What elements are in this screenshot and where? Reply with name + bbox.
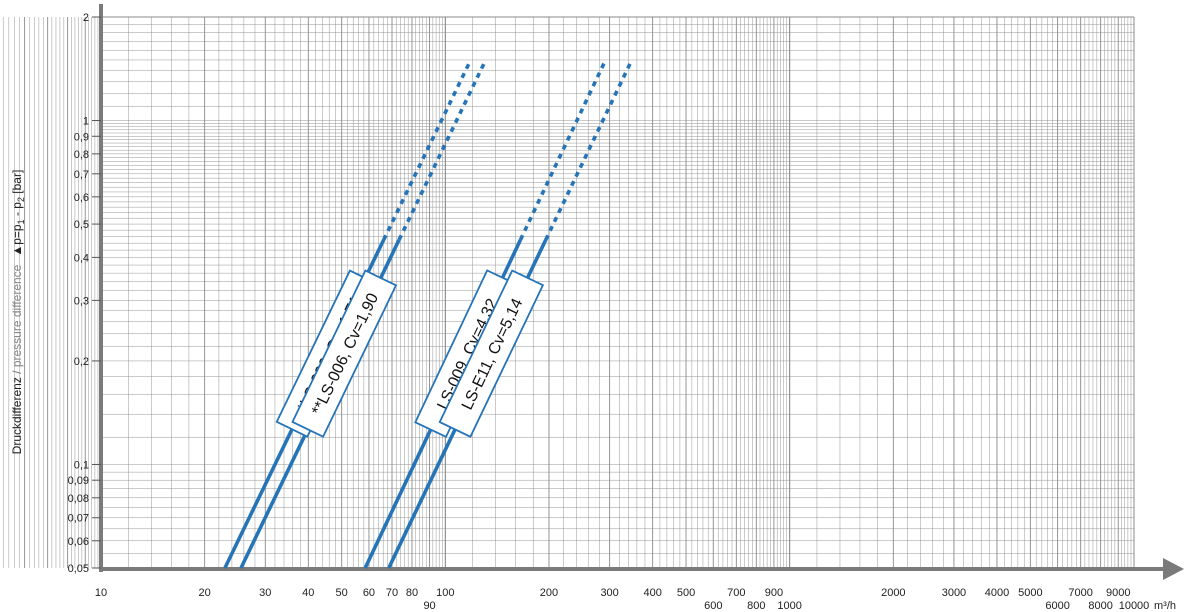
x-tick-label: 50	[336, 587, 348, 599]
y-label-formula-middle: - p	[10, 202, 24, 220]
curve-dashed	[518, 59, 608, 241]
x-tick-label: 7000	[1068, 587, 1092, 599]
curve-dashed	[382, 59, 473, 241]
y-tick-label: 1	[83, 116, 89, 128]
x-tick-label: 9000	[1106, 587, 1130, 599]
x-tick-label: 6000	[1045, 600, 1069, 612]
curve-label-box	[291, 269, 398, 438]
curve-dashed	[397, 59, 488, 241]
curve-labels: *LS-006, Cv=1,71**LS-006, Cv=1,90LS-009,…	[275, 269, 545, 439]
y-tick-label: 0,7	[74, 169, 89, 181]
y-tick-label: 0,05	[68, 563, 89, 575]
y-tick-label: 0,09	[68, 475, 89, 487]
axes	[99, 4, 1184, 580]
y-tick-label: 0,4	[74, 252, 89, 264]
x-axis-arrow	[1163, 558, 1184, 580]
x-tick-label: 700	[727, 587, 745, 599]
curve-dashed	[544, 59, 634, 241]
x-tick-label: 90	[423, 600, 435, 612]
y-label-sub1: 1	[16, 219, 26, 224]
x-tick-label: 10	[95, 587, 107, 599]
y-tick-label: 0,06	[68, 536, 89, 548]
x-tick-label: 80	[406, 587, 418, 599]
y-tick-label: 0,08	[68, 493, 89, 505]
y-tick-label: 0,2	[74, 356, 89, 368]
y-tick-label: 0,3	[74, 295, 89, 307]
x-tick-label: 5000	[1018, 587, 1042, 599]
x-tick-label: 70	[386, 587, 398, 599]
x-tick-label: 100	[436, 587, 454, 599]
x-tick-label: 10000	[1119, 600, 1150, 612]
x-tick-label: 40	[302, 587, 314, 599]
y-label-english: pressure difference	[10, 264, 24, 367]
x-tick-label: 1000	[777, 600, 801, 612]
y-label-formula-suffix: [bar]	[10, 170, 24, 197]
x-tick-label: 500	[677, 587, 695, 599]
y-tick-label: 0,6	[74, 192, 89, 204]
y-label-sub2: 2	[16, 197, 26, 202]
x-tick-label: 4000	[985, 587, 1009, 599]
x-tick-label: 900	[765, 587, 783, 599]
y-axis-label: Druckdifferenz / pressure difference ▲p=p…	[10, 170, 26, 455]
x-tick-label: 600	[704, 600, 722, 612]
y-tick-label: 0,5	[74, 219, 89, 231]
y-tick-label: 0,07	[68, 513, 89, 525]
x-tick-label: 3000	[942, 587, 966, 599]
y-label-german: Druckdifferenz	[10, 377, 24, 454]
y-tick-labels: 2 1 0,9 0,8 0,7 0,6 0,5 0,4 0,3 0,2 0,1 0,09 0,08 0,0…	[68, 12, 101, 575]
x-tick-label: 30	[259, 587, 271, 599]
x-unit-label: m³/h	[1154, 600, 1176, 612]
y-tick-label: 0,1	[74, 459, 89, 471]
curve-label-box	[438, 269, 545, 438]
y-tick-label: 0,8	[74, 149, 89, 161]
x-tick-label: 800	[747, 600, 765, 612]
x-tick-label: 20	[199, 587, 211, 599]
x-tick-label: 200	[540, 587, 558, 599]
grid	[2, 16, 1135, 569]
x-tick-label: 2000	[881, 587, 905, 599]
x-tick-label: 60	[363, 587, 375, 599]
y-tick-label: 0,9	[74, 131, 89, 143]
y-tick-label: 2	[83, 12, 89, 24]
x-tick-label: 8000	[1088, 600, 1112, 612]
x-tick-label: 400	[643, 587, 661, 599]
y-label-formula: ▲p=p	[10, 224, 24, 257]
y-label-separator: /	[10, 367, 24, 377]
x-tick-label: 300	[600, 587, 618, 599]
